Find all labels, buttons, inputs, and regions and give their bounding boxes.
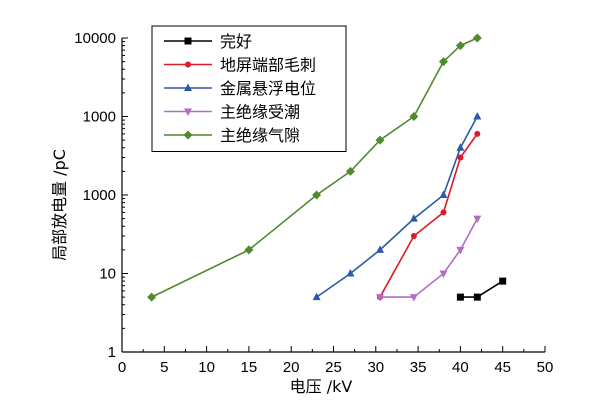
data-point xyxy=(244,245,254,255)
y-axis: 1 10 1000 1000 10000 xyxy=(74,30,128,361)
data-point xyxy=(184,83,192,91)
legend-label: 完好 xyxy=(220,32,252,51)
legend-entry: 主绝缘气隙 xyxy=(164,126,300,145)
data-point xyxy=(185,61,191,68)
legend-label: 金属悬浮电位 xyxy=(220,79,316,98)
data-point xyxy=(410,233,417,240)
data-point xyxy=(346,269,355,277)
data-point xyxy=(439,270,448,278)
data-point xyxy=(473,112,482,120)
y-tick-label: 1000 xyxy=(83,187,116,204)
data-point xyxy=(184,37,192,45)
data-point xyxy=(473,215,482,224)
data-point xyxy=(438,57,448,67)
legend-label: 主绝缘气隙 xyxy=(220,126,300,145)
data-point xyxy=(312,190,322,200)
data-point xyxy=(345,166,355,176)
data-point xyxy=(183,130,193,140)
data-point xyxy=(409,294,418,302)
series-4 xyxy=(147,33,482,302)
data-point xyxy=(456,293,464,301)
data-point xyxy=(147,292,157,302)
y-tick-label: 10000 xyxy=(74,30,116,47)
legend-entry: 主绝缘受潮 xyxy=(164,103,300,122)
series-0 xyxy=(456,277,507,301)
data-point xyxy=(312,292,321,301)
y-tick-label: 1000 xyxy=(83,109,116,126)
x-tick-label: 50 xyxy=(537,359,554,376)
x-tick-label: 45 xyxy=(494,359,511,376)
series-1 xyxy=(377,130,481,301)
x-tick-label: 25 xyxy=(325,359,342,376)
x-tick-label: 10 xyxy=(198,359,215,376)
series-line xyxy=(380,218,479,298)
data-point xyxy=(474,130,481,137)
x-tick-label: 30 xyxy=(367,359,384,376)
data-point xyxy=(440,209,447,216)
data-point xyxy=(184,108,192,116)
x-tick-label: 0 xyxy=(118,359,126,376)
x-axis-title: 电压 /kV xyxy=(290,377,353,396)
y-tick-label: 10 xyxy=(99,266,116,283)
series-3 xyxy=(376,215,482,302)
data-point xyxy=(376,245,385,253)
data-point xyxy=(473,293,481,301)
data-point xyxy=(375,135,385,145)
legend-entry: 金属悬浮电位 xyxy=(164,79,316,98)
x-tick-label: 40 xyxy=(452,359,469,376)
series-2 xyxy=(312,112,482,301)
x-tick-label: 5 xyxy=(160,359,168,376)
x-tick-label: 15 xyxy=(241,359,258,376)
data-point xyxy=(457,154,464,161)
series-line xyxy=(460,280,504,298)
legend-entry: 完好 xyxy=(164,32,252,51)
y-axis-title: 局部放电量 /pC xyxy=(50,149,69,261)
series-layer xyxy=(147,33,507,302)
data-point xyxy=(409,112,419,121)
data-point xyxy=(455,41,465,51)
x-tick-label: 35 xyxy=(410,359,427,376)
y-tick-label: 1 xyxy=(108,344,116,361)
legend-entry: 地屏端部毛刺 xyxy=(164,56,316,75)
data-point xyxy=(499,277,507,285)
data-point xyxy=(409,214,418,222)
legend-label: 主绝缘受潮 xyxy=(220,103,300,122)
x-axis: 0 5 10 15 20 25 30 35 40 45 50 xyxy=(118,346,554,376)
data-point xyxy=(472,33,482,43)
data-point xyxy=(456,246,465,255)
data-point xyxy=(376,294,385,302)
x-tick-label: 20 xyxy=(283,359,300,376)
legend-label: 地屏端部毛刺 xyxy=(220,56,316,75)
data-point xyxy=(456,143,465,151)
data-point xyxy=(439,190,448,198)
